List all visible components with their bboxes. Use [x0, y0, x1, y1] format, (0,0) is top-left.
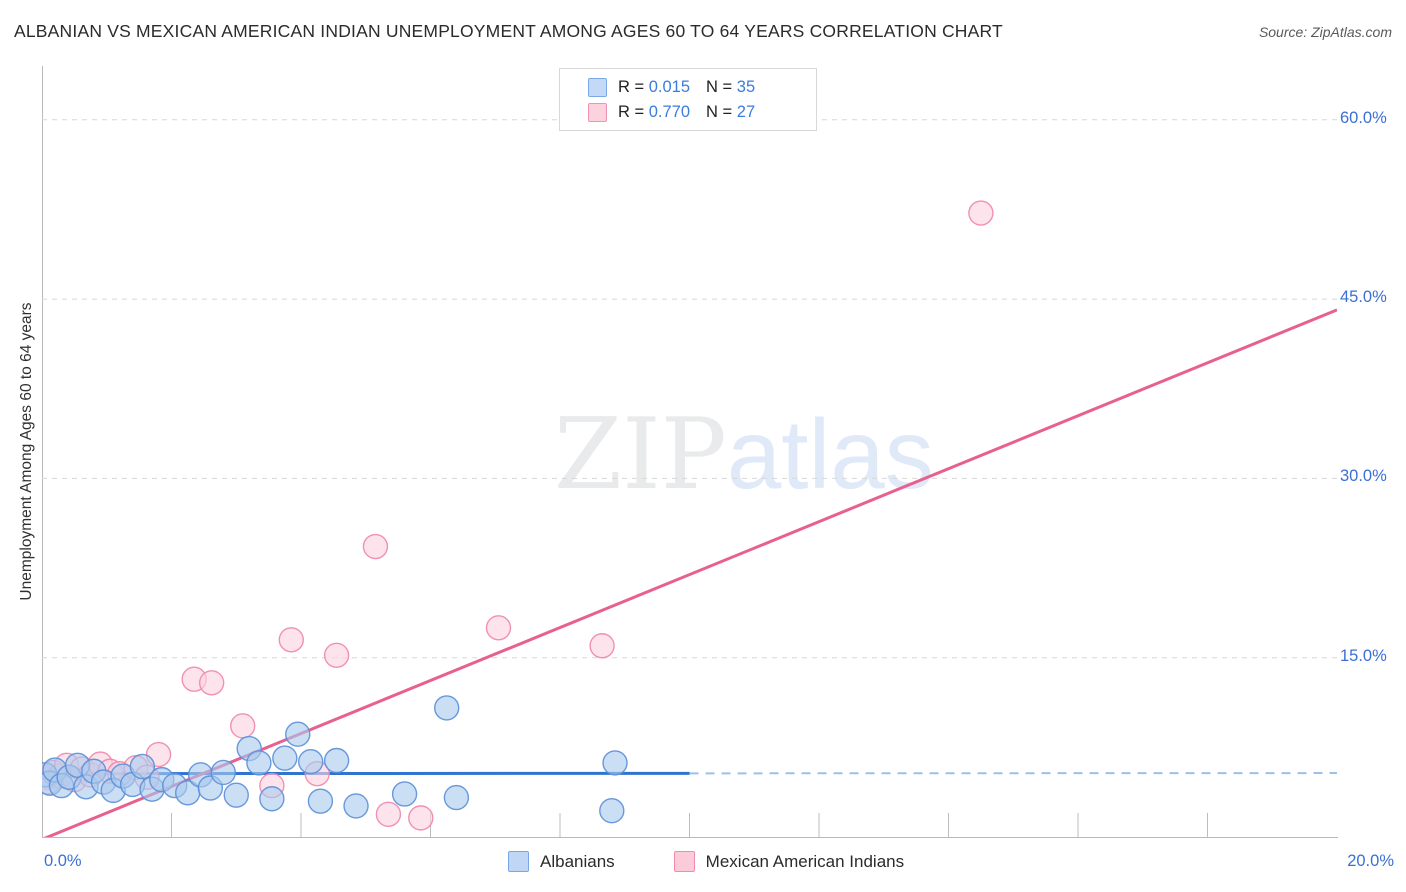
n-label-mexican-american-indians: N =	[706, 103, 737, 121]
data-point	[968, 200, 994, 226]
source-label: Source: ZipAtlas.com	[1258, 24, 1392, 40]
correlation-row-albanians: R = 0.015 N = 35	[588, 75, 816, 100]
r-value-albanians: 0.015	[648, 78, 691, 96]
r-value-mexican-american-indians: 0.770	[648, 103, 691, 121]
data-point	[408, 805, 434, 831]
legend-swatch-albanians	[588, 78, 607, 97]
series-legend: Albanians Mexican American Indians	[508, 851, 904, 872]
legend-label-albanians: Albanians	[540, 851, 615, 871]
data-point	[599, 798, 625, 824]
correlation-legend: R = 0.015 N = 35 R = 0.770 N = 27	[559, 68, 817, 131]
data-point	[307, 788, 334, 814]
data-point	[589, 633, 615, 659]
trendlines	[42, 308, 1337, 837]
legend-swatch-mexican-american-indians	[588, 103, 607, 122]
x-axis-ticks	[171, 813, 1208, 837]
n-value-albanians: 35	[736, 78, 756, 96]
legend-color-albanians	[508, 851, 529, 872]
data-point	[391, 781, 418, 807]
data-point	[323, 642, 350, 669]
data-point	[259, 786, 285, 812]
data-point	[246, 750, 272, 776]
data-point	[485, 615, 512, 641]
correlation-text-mexican-american-indians: R = 0.770 N = 27	[618, 103, 755, 122]
y-axis-tick-60: 60.0%	[1340, 108, 1387, 127]
data-point	[278, 627, 304, 653]
data-point	[602, 750, 628, 776]
data-point	[223, 782, 249, 808]
data-point	[198, 670, 225, 696]
data-point	[272, 745, 298, 771]
n-value-mexican-american-indians: 27	[736, 103, 756, 121]
x-axis-tick-max: 20.0%	[1347, 852, 1394, 870]
y-axis-title: Unemployment Among Ages 60 to 64 years	[18, 302, 35, 601]
data-point	[285, 721, 311, 747]
page-title: ALBANIAN VS MEXICAN AMERICAN INDIAN UNEM…	[14, 21, 1003, 41]
r-label-albanians: R =	[618, 78, 649, 96]
x-axis-line	[42, 837, 1338, 838]
r-label-mexican-american-indians: R =	[618, 103, 649, 121]
n-label-albanians: N =	[706, 78, 737, 96]
scatter-plot-svg	[42, 119, 1337, 837]
points-mexican-american-indians	[42, 200, 994, 831]
data-point	[443, 784, 470, 811]
data-point	[323, 747, 350, 774]
points-albanians	[42, 695, 628, 824]
legend-item-albanians[interactable]: Albanians	[508, 851, 615, 872]
data-point	[298, 748, 324, 775]
data-point	[343, 793, 369, 819]
legend-color-mexican-american-indians	[673, 851, 695, 872]
data-point	[433, 695, 460, 721]
y-axis-tick-30: 30.0%	[1340, 467, 1387, 486]
y-axis-tick-45: 45.0%	[1340, 288, 1387, 307]
correlation-text-albanians: R = 0.015 N = 35	[618, 78, 755, 97]
x-axis-tick-min: 0.0%	[44, 852, 82, 870]
data-point	[129, 753, 156, 780]
trendline-mexican-american-indians	[43, 308, 1337, 837]
y-axis-tick-15: 15.0%	[1340, 646, 1387, 665]
y-axis-line	[42, 66, 43, 838]
data-point	[210, 759, 237, 786]
data-point	[230, 713, 256, 739]
data-point	[375, 801, 402, 827]
legend-label-mexican-american-indians: Mexican American Indians	[705, 851, 905, 871]
correlation-row-mexican-american-indians: R = 0.770 N = 27	[588, 100, 816, 125]
legend-item-mexican-american-indians[interactable]: Mexican American Indians	[673, 851, 905, 872]
plot-area	[42, 66, 1337, 837]
data-point	[362, 533, 389, 560]
